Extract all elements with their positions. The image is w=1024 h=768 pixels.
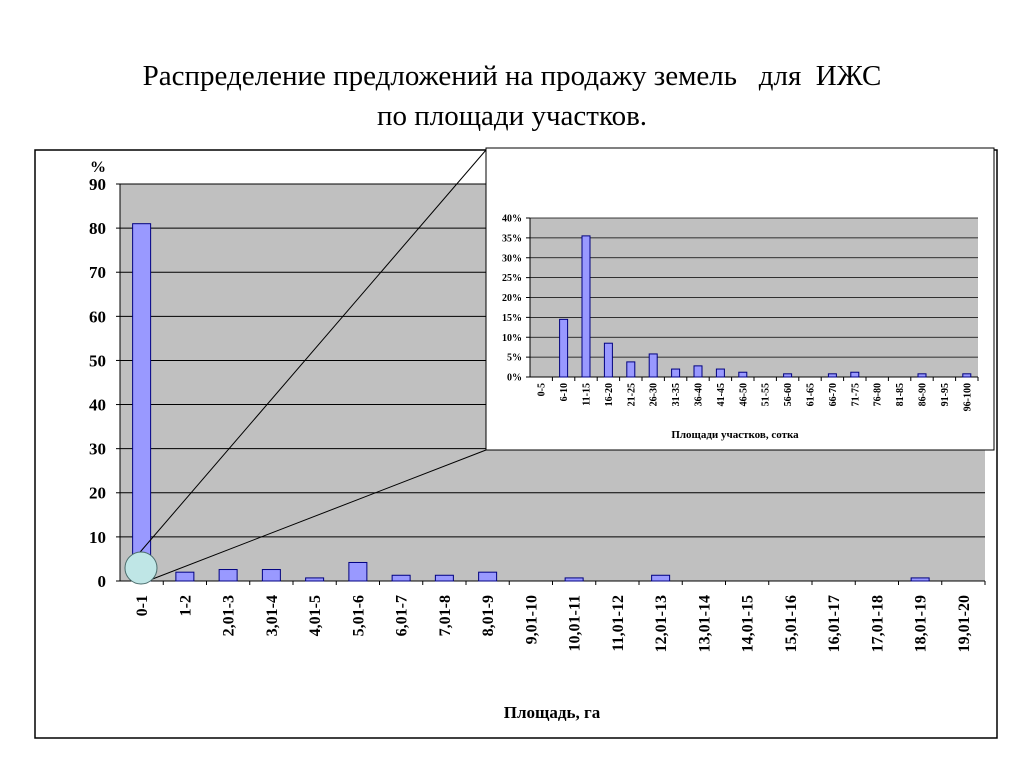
main-bar xyxy=(564,577,584,582)
inset-x-tick-label: 46-50 xyxy=(738,383,749,406)
inset-x-tick-label: 31-35 xyxy=(671,383,682,406)
inset-bar xyxy=(962,373,972,378)
inset-bar xyxy=(603,342,613,378)
main-x-tick-label: 9,01-10 xyxy=(523,595,540,644)
main-x-tick-label: 10,01-11 xyxy=(567,595,584,651)
main-bar xyxy=(261,569,281,582)
inset-bar xyxy=(648,353,658,378)
chart-title-line-2: по площади участков. xyxy=(376,100,648,132)
main-x-tick-label: 13,01-14 xyxy=(696,595,713,652)
main-x-tick-label: 14,01-15 xyxy=(740,595,757,652)
inset-x-tick-label: 56-60 xyxy=(783,383,794,406)
main-bar xyxy=(651,574,671,582)
chart-title-line-1: Распределение предложений на продажу зем… xyxy=(142,60,882,92)
zoom-connector xyxy=(124,149,487,585)
main-x-tick-label: 2,01-3 xyxy=(221,595,238,636)
main-y-axis-title: % xyxy=(90,159,106,176)
main-bar xyxy=(478,571,498,582)
inset-y-tick-label: 20% xyxy=(502,293,522,304)
main-y-tick-label: 70 xyxy=(89,263,106,282)
main-bar xyxy=(434,574,454,582)
main-bar xyxy=(132,223,152,582)
main-bar xyxy=(305,577,325,582)
chart-title: Распределение предложений на продажу зем… xyxy=(0,56,1024,136)
main-x-tick-label: 0-1 xyxy=(134,595,151,616)
inset-bar xyxy=(559,318,569,378)
main-bar xyxy=(175,571,195,582)
inset-y-tick-label: 10% xyxy=(502,333,522,344)
main-x-tick-label: 1-2 xyxy=(177,595,194,616)
main-x-axis-title: Площадь, га xyxy=(504,703,601,722)
inset-y-tick-label: 5% xyxy=(507,353,522,364)
main-y-tick-label: 90 xyxy=(89,175,106,194)
main-bar xyxy=(218,569,238,582)
inset-x-tick-label: 6-10 xyxy=(559,383,570,401)
inset-y-tick-label: 40% xyxy=(502,214,522,225)
main-y-tick-label: 10 xyxy=(89,528,106,547)
main-x-tick-label: 5,01-6 xyxy=(350,595,367,636)
inset-y-tick-label: 25% xyxy=(502,273,522,284)
inset-x-tick-label: 91-95 xyxy=(940,383,951,406)
inset-x-tick-label: 16-20 xyxy=(604,383,615,406)
main-y-tick-label: 40 xyxy=(89,396,106,415)
inset-bar xyxy=(738,371,748,378)
inset-x-tick-label: 51-55 xyxy=(761,383,772,406)
main-x-tick-label: 12,01-13 xyxy=(653,595,670,652)
main-x-tick-label: 16,01-17 xyxy=(826,595,843,652)
main-x-tick-label: 18,01-19 xyxy=(913,595,930,652)
inset-x-tick-label: 81-85 xyxy=(895,383,906,406)
inset-x-tick-label: 71-75 xyxy=(850,383,861,406)
main-y-tick-label: 20 xyxy=(89,484,106,503)
inset-y-tick-label: 30% xyxy=(502,253,522,264)
zoom-line-top xyxy=(134,149,487,559)
main-y-tick-label: 30 xyxy=(89,440,106,459)
zoom-marker-circle xyxy=(124,551,158,585)
inset-bar xyxy=(671,368,681,378)
main-y-tick-label: 80 xyxy=(89,219,106,238)
inset-x-tick-label: 26-30 xyxy=(649,383,660,406)
main-y-tick-label: 60 xyxy=(89,307,106,326)
main-x-tick-label: 8,01-9 xyxy=(480,595,497,636)
main-x-tick-label: 7,01-8 xyxy=(437,595,454,636)
inset-bar xyxy=(917,373,927,378)
inset-x-tick-label: 96-100 xyxy=(962,383,973,411)
main-y-tick-label: 0 xyxy=(98,572,107,591)
main-bar xyxy=(910,577,930,582)
inset-x-tick-label: 11-15 xyxy=(582,383,593,406)
inset-y-tick-label: 35% xyxy=(502,233,522,244)
main-x-tick-label: 11,01-12 xyxy=(610,595,627,651)
main-y-tick-label: 50 xyxy=(89,351,106,370)
inset-bar xyxy=(626,361,636,378)
inset-y-tick-label: 15% xyxy=(502,313,522,324)
main-bar xyxy=(391,574,411,582)
inset-x-tick-label: 36-40 xyxy=(694,383,705,406)
inset-x-tick-label: 86-90 xyxy=(918,383,929,406)
inset-x-tick-label: 61-65 xyxy=(806,383,817,406)
main-x-tick-label: 6,01-7 xyxy=(394,595,411,636)
inset-bar xyxy=(783,373,793,378)
inset-x-tick-label: 0-5 xyxy=(537,383,548,396)
inset-x-tick-label: 76-80 xyxy=(873,383,884,406)
inset-bar xyxy=(850,371,860,378)
inset-bar xyxy=(715,368,725,378)
main-x-tick-label: 19,01-20 xyxy=(956,595,973,652)
main-x-tick-label: 15,01-16 xyxy=(783,595,800,652)
inset-chart: 0% 5% 10% 15% 20% 25% 30% 35% 40% 0-5 6-10 11-15 16-… xyxy=(502,214,979,441)
main-x-tick-label: 4,01-5 xyxy=(307,595,324,636)
inset-bar xyxy=(827,373,837,378)
inset-bar xyxy=(581,235,591,378)
main-x-tick-label: 17,01-18 xyxy=(869,595,886,652)
inset-y-tick-label: 0% xyxy=(507,373,522,384)
inset-bar xyxy=(693,365,703,378)
main-x-tick-label: 3,01-4 xyxy=(264,595,281,636)
main-bar xyxy=(348,561,368,582)
inset-x-axis-title: Площади участков, сотка xyxy=(671,429,799,441)
zoom-line-bottom xyxy=(149,449,487,581)
inset-x-tick-label: 41-45 xyxy=(716,383,727,406)
inset-x-tick-label: 66-70 xyxy=(828,383,839,406)
inset-x-tick-label: 21-25 xyxy=(626,383,637,406)
